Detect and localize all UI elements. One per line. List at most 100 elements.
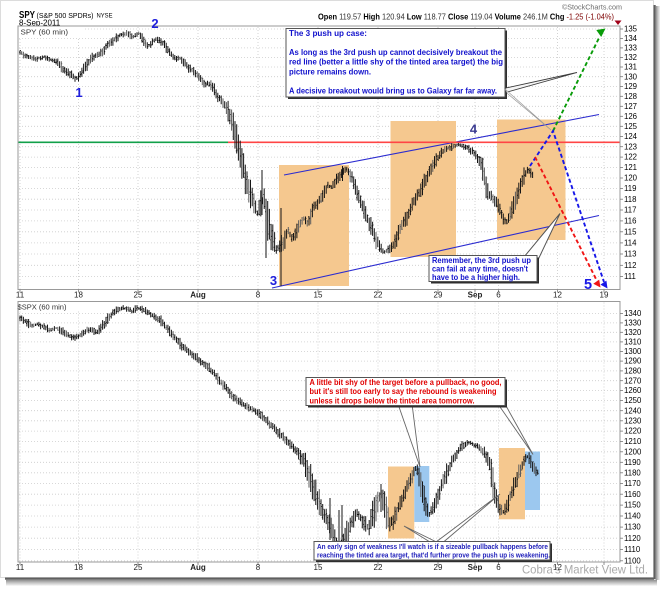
svg-text:6: 6 (496, 563, 501, 572)
svg-text:119: 119 (624, 184, 636, 193)
svg-text:8: 8 (256, 563, 261, 572)
svg-text:1260: 1260 (624, 386, 642, 395)
svg-text:A decisive breakout would brin: A decisive breakout would bring us to Ga… (289, 86, 497, 95)
svg-text:As long as the 3rd push up can: As long as the 3rd push up cannot decisi… (289, 48, 503, 57)
svg-text:1160: 1160 (624, 490, 641, 499)
svg-text:5: 5 (584, 277, 592, 293)
svg-text:An early sign of weakness I'll: An early sign of weakness I'll watch is … (317, 542, 548, 551)
svg-text:29: 29 (434, 563, 443, 572)
svg-text:Open 119.57 High 120.94 Low 11: Open 119.57 High 120.94 Low 118.77 Close… (318, 13, 614, 22)
svg-text:reaching the tinted area targe: reaching the tinted area target, that'd … (317, 551, 550, 560)
svg-text:(S&P 500 SPDRs): (S&P 500 SPDRs) (37, 11, 94, 20)
svg-text:SPY: SPY (19, 10, 35, 21)
svg-text:Cobra's Market View Ltd.: Cobra's Market View Ltd. (522, 563, 648, 577)
svg-text:Sep: Sep (468, 291, 483, 300)
svg-text:1240: 1240 (624, 406, 642, 415)
svg-text:134: 134 (624, 34, 638, 43)
svg-text:1290: 1290 (624, 357, 642, 366)
svg-text:117: 117 (624, 206, 636, 215)
svg-text:1210: 1210 (624, 437, 642, 446)
svg-text:19: 19 (600, 291, 609, 300)
svg-text:1270: 1270 (624, 376, 642, 385)
svg-text:129: 129 (624, 82, 637, 91)
svg-text:can fail at any time, doesn't: can fail at any time, doesn't (432, 264, 528, 273)
svg-text:18: 18 (74, 291, 83, 300)
svg-text:SPY (60 min): SPY (60 min) (21, 28, 69, 37)
svg-text:A little bit shy of the target: A little bit shy of the target before a … (310, 378, 502, 387)
svg-text:131: 131 (624, 63, 637, 72)
svg-text:132: 132 (624, 53, 637, 62)
svg-text:130: 130 (624, 72, 638, 81)
svg-text:1150: 1150 (624, 501, 641, 510)
svg-text:123: 123 (624, 142, 637, 151)
svg-text:12: 12 (553, 291, 562, 300)
svg-text:29: 29 (434, 291, 443, 300)
svg-text:114: 114 (624, 239, 637, 248)
svg-text:1190: 1190 (624, 458, 641, 467)
svg-text:1: 1 (75, 85, 82, 100)
svg-text:25: 25 (134, 291, 143, 300)
svg-text:12: 12 (553, 563, 562, 572)
svg-text:1250: 1250 (624, 396, 642, 405)
svg-text:1330: 1330 (624, 319, 642, 328)
svg-text:$SPX (60 min): $SPX (60 min) (18, 303, 67, 312)
svg-text:111: 111 (624, 272, 636, 281)
svg-text:22: 22 (374, 563, 383, 572)
svg-text:picture remains down.: picture remains down. (289, 67, 371, 76)
svg-text:NYSE: NYSE (97, 13, 114, 20)
svg-text:122: 122 (624, 153, 637, 162)
svg-text:1110: 1110 (624, 545, 641, 554)
svg-text:8-Sep-2011: 8-Sep-2011 (19, 19, 61, 28)
svg-text:1220: 1220 (624, 427, 642, 436)
svg-text:121: 121 (624, 163, 637, 172)
svg-text:15: 15 (314, 291, 323, 300)
svg-text:Sep: Sep (468, 563, 483, 572)
svg-text:126: 126 (624, 112, 637, 121)
svg-text:18: 18 (74, 563, 83, 572)
svg-text:135: 135 (624, 25, 638, 34)
svg-text:but it's still too early to sa: but it's still too early to say the rebo… (310, 387, 497, 396)
svg-text:©StockCharts.com: ©StockCharts.com (562, 3, 622, 12)
svg-text:124: 124 (624, 132, 638, 141)
svg-text:6: 6 (496, 291, 501, 300)
svg-text:120: 120 (624, 174, 638, 183)
svg-text:125: 125 (624, 122, 638, 131)
svg-text:118: 118 (624, 195, 636, 204)
svg-text:1310: 1310 (624, 338, 642, 347)
svg-text:11: 11 (16, 291, 25, 300)
svg-text:The 3 push up case:: The 3 push up case: (289, 29, 367, 38)
svg-text:128: 128 (624, 92, 637, 101)
svg-text:2: 2 (151, 16, 158, 31)
svg-text:1300: 1300 (624, 347, 642, 356)
svg-text:1280: 1280 (624, 367, 642, 376)
svg-text:4: 4 (470, 122, 478, 137)
svg-text:113: 113 (624, 250, 636, 259)
svg-text:1200: 1200 (624, 447, 642, 456)
svg-text:1320: 1320 (624, 328, 642, 337)
svg-text:1340: 1340 (624, 309, 642, 318)
svg-text:1130: 1130 (624, 523, 641, 532)
svg-text:112: 112 (624, 261, 636, 270)
svg-text:115: 115 (624, 227, 637, 236)
svg-text:have to be a higher high.: have to be a higher high. (432, 273, 520, 282)
svg-text:1180: 1180 (624, 468, 641, 477)
svg-text:Aug: Aug (190, 291, 206, 300)
svg-text:11: 11 (16, 563, 25, 572)
svg-text:15: 15 (314, 563, 323, 572)
svg-text:red line (better a little shy: red line (better a little shy of the tin… (289, 58, 503, 67)
svg-text:Remember, the 3rd push up: Remember, the 3rd push up (432, 256, 531, 265)
svg-text:1100: 1100 (624, 556, 641, 565)
svg-text:Aug: Aug (190, 563, 206, 572)
svg-text:3: 3 (270, 273, 277, 288)
svg-text:116: 116 (624, 217, 636, 226)
svg-text:22: 22 (374, 291, 383, 300)
svg-text:133: 133 (624, 44, 637, 53)
svg-text:1170: 1170 (624, 479, 641, 488)
svg-text:1140: 1140 (624, 512, 641, 521)
svg-text:unless it drops below the tint: unless it drops below the tinted area to… (310, 397, 475, 406)
svg-text:1230: 1230 (624, 416, 642, 425)
svg-text:127: 127 (624, 102, 637, 111)
svg-text:1120: 1120 (624, 534, 641, 543)
svg-text:8: 8 (256, 291, 261, 300)
svg-text:25: 25 (134, 563, 143, 572)
